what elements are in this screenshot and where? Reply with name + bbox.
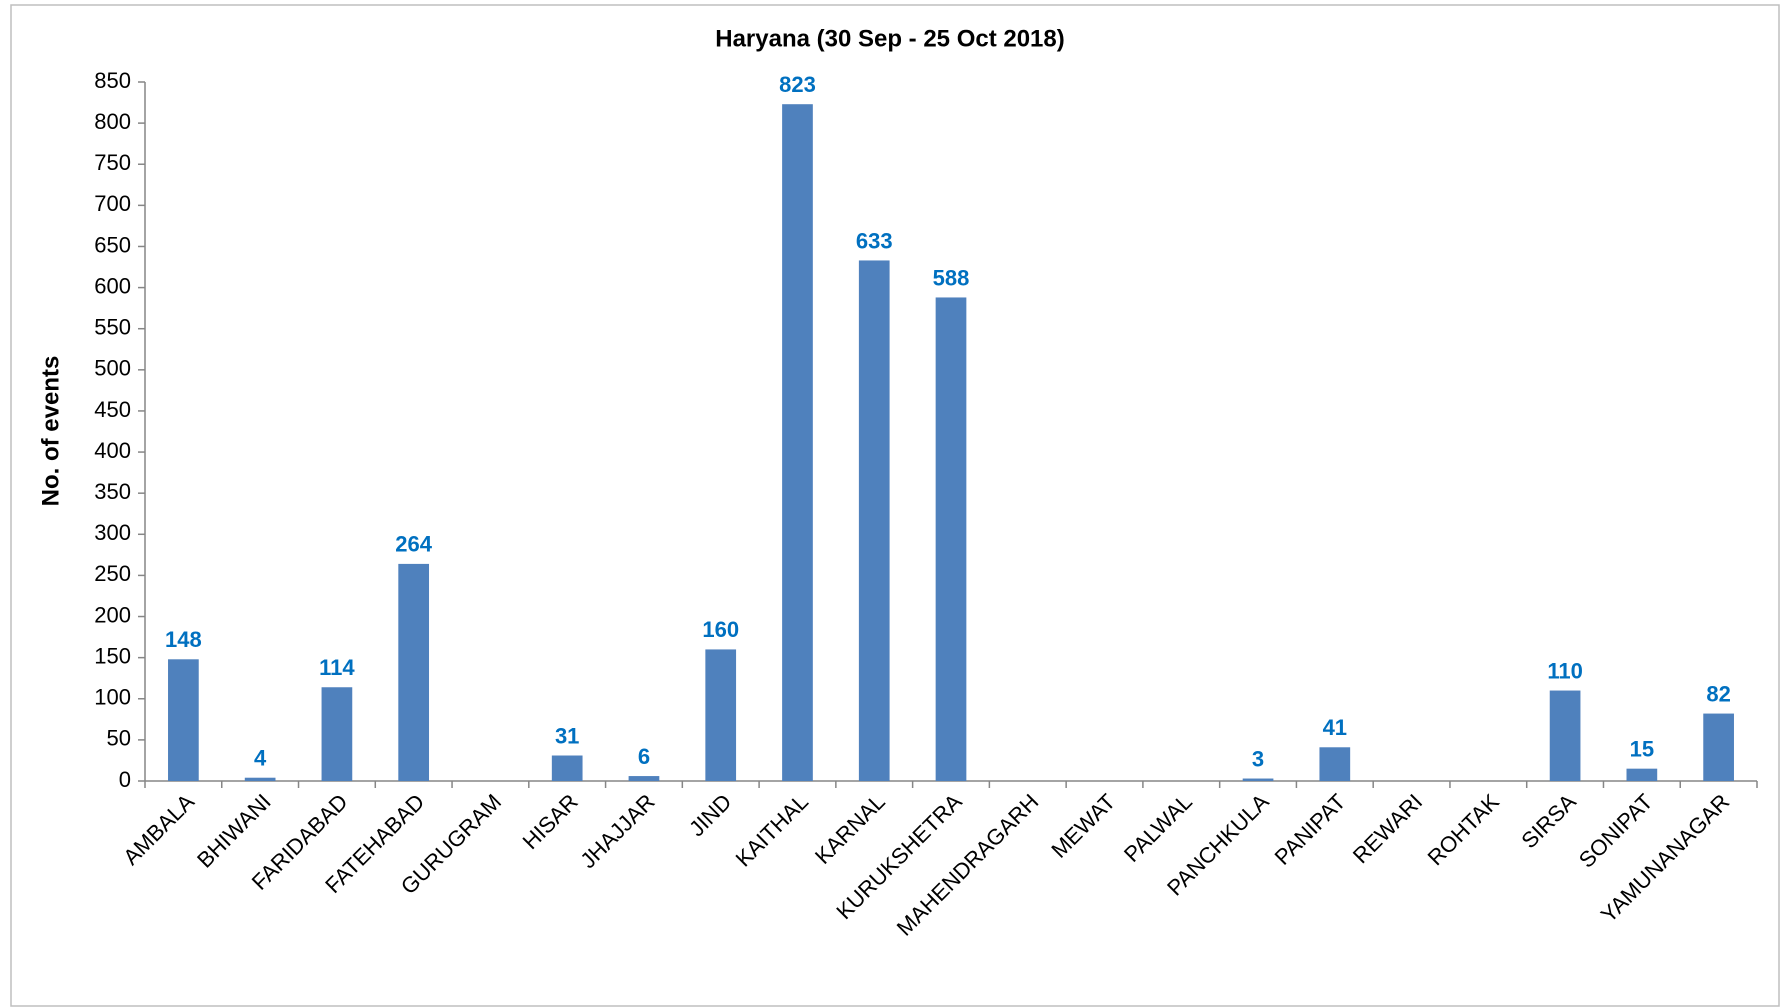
y-tick-label: 250 xyxy=(94,561,131,586)
y-tick-label: 300 xyxy=(94,520,131,545)
data-label: 148 xyxy=(165,627,202,652)
data-label: 41 xyxy=(1323,715,1347,740)
data-label: 110 xyxy=(1547,658,1583,683)
y-tick-label: 400 xyxy=(94,438,131,463)
bar xyxy=(168,659,199,781)
y-tick-label: 150 xyxy=(94,643,131,668)
chart-title: Haryana (30 Sep - 25 Oct 2018) xyxy=(715,25,1065,52)
data-label: 633 xyxy=(856,228,893,253)
bar xyxy=(782,104,813,781)
y-tick-label: 550 xyxy=(94,315,131,340)
bar xyxy=(1319,747,1351,781)
data-label: 588 xyxy=(933,265,970,290)
bar xyxy=(1626,768,1658,781)
y-axis-label: No. of events xyxy=(37,356,64,507)
y-tick-label: 700 xyxy=(94,191,131,216)
data-label: 15 xyxy=(1630,736,1654,761)
data-label: 160 xyxy=(702,617,739,642)
data-label: 82 xyxy=(1706,681,1730,706)
y-tick-label: 850 xyxy=(94,68,131,93)
bar xyxy=(705,649,737,781)
y-tick-label: 100 xyxy=(94,685,131,710)
bar xyxy=(551,755,583,781)
y-tick-label: 450 xyxy=(94,397,131,422)
data-label: 264 xyxy=(395,532,432,557)
bar xyxy=(858,260,890,782)
bar xyxy=(628,776,660,781)
bar xyxy=(321,687,353,781)
y-tick-label: 50 xyxy=(107,726,131,751)
data-label: 823 xyxy=(779,72,816,97)
chart-frame xyxy=(10,4,1780,1007)
y-tick-label: 200 xyxy=(94,602,131,627)
bar xyxy=(1242,778,1274,781)
y-tick-label: 800 xyxy=(94,109,131,134)
bar xyxy=(935,297,967,781)
data-label: 31 xyxy=(555,723,579,748)
y-tick-label: 650 xyxy=(94,232,131,257)
data-label: 6 xyxy=(638,744,650,769)
bar xyxy=(1703,713,1734,781)
data-label: 114 xyxy=(319,655,355,680)
bar xyxy=(244,777,276,781)
y-tick-label: 750 xyxy=(94,150,131,175)
data-label: 3 xyxy=(1252,746,1264,771)
y-tick-label: 350 xyxy=(94,479,131,504)
bar xyxy=(1549,690,1581,781)
y-tick-label: 500 xyxy=(94,356,131,381)
y-tick-label: 0 xyxy=(119,767,131,792)
bar xyxy=(398,563,430,781)
data-label: 4 xyxy=(254,746,267,771)
y-tick-label: 600 xyxy=(94,273,131,298)
